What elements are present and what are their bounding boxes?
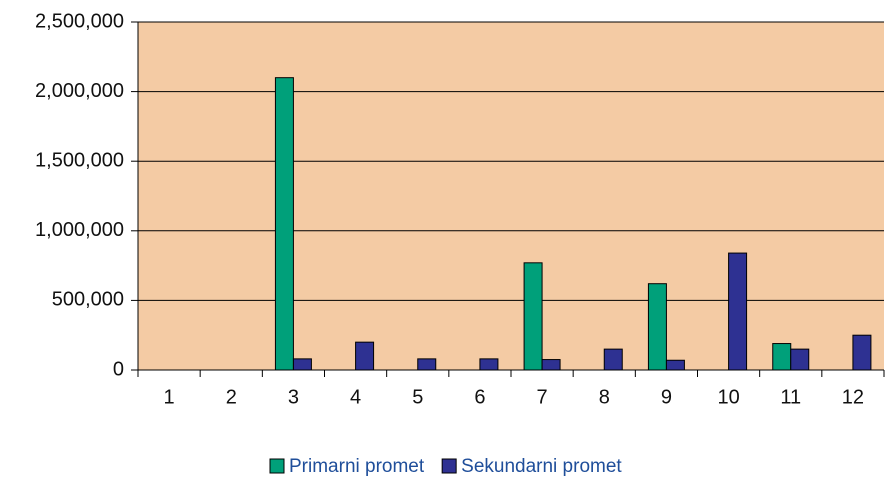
x-tick-label: 9 [661,386,672,408]
bar [541,359,561,371]
x-tick-label: 11 [780,386,801,408]
y-tick-label: 500,000 [52,289,124,311]
bar [603,348,623,371]
x-tick-label: 2 [226,386,237,408]
x-tick-label: 4 [350,386,361,408]
bar [728,252,748,371]
bar [852,334,872,371]
legend-label: Sekundarni promet [461,456,622,477]
plot-area [138,22,884,370]
x-tick-label: 6 [474,386,485,408]
bar [417,358,437,371]
bar [523,262,543,371]
y-tick-label: 2,000,000 [35,80,124,102]
y-tick-label: 1,000,000 [35,219,124,241]
bar [772,343,792,371]
y-tick-label: 0 [113,358,124,380]
x-tick-label: 5 [412,386,423,408]
bar [665,359,685,371]
bar [479,358,499,371]
bar [292,358,312,371]
y-tick-label: 1,500,000 [35,149,124,171]
x-tick-label: 12 [842,386,864,408]
bar [274,77,294,371]
bar [647,283,667,371]
legend-swatch [269,458,285,474]
y-tick-label: 2,500,000 [35,10,124,32]
bar [355,341,375,371]
x-tick-label: 10 [717,386,739,408]
x-tick-label: 3 [288,386,299,408]
legend-label: Primarni promet [289,456,425,477]
legend-swatch [441,458,457,474]
x-tick-label: 8 [599,386,610,408]
bar [790,348,810,371]
x-tick-label: 7 [537,386,548,408]
x-tick-label: 1 [164,386,175,408]
